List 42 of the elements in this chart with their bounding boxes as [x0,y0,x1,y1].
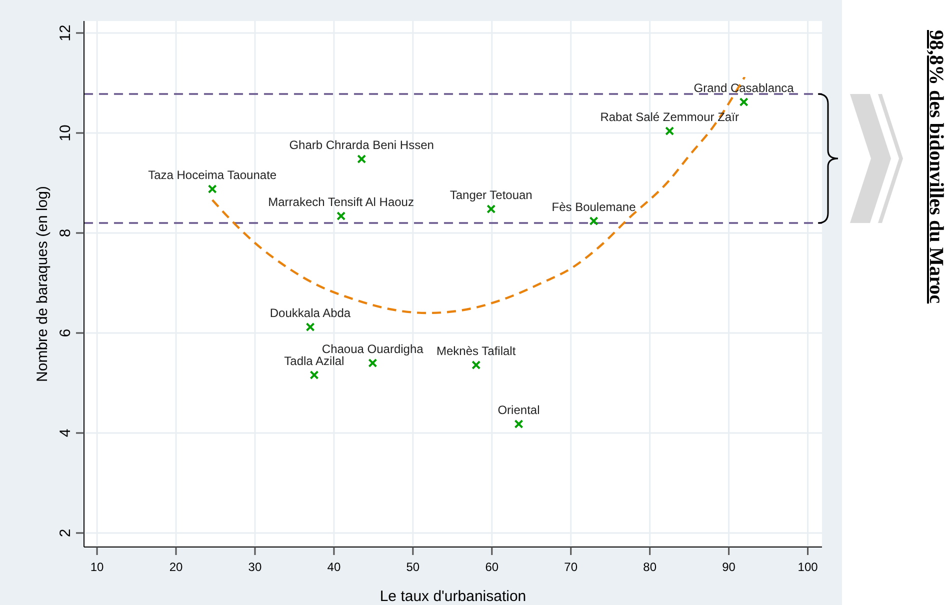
point [336,212,346,220]
annotation: Tadla Azilal [284,354,344,368]
x-tick-label: 80 [643,560,657,574]
y-tick-label: 10 [57,124,74,142]
point [514,420,524,428]
point [665,126,674,136]
y-axis-title: Nombre de baraques (en log) [34,186,51,382]
point [357,154,366,164]
annotation: Doukkala Abda [270,306,351,320]
y-tick-label: 8 [57,228,74,238]
point [208,184,217,194]
point [486,204,496,214]
annotation: Taza Hoceima Taounate [148,168,277,182]
y-tick-label: 2 [57,528,74,538]
y-tick-label: 6 [57,328,74,338]
x-tick-label: 100 [798,560,818,574]
x-tick-label: 50 [406,560,420,574]
x-tick-label: 20 [169,560,183,574]
annotation: Oriental [498,403,540,417]
text: 98,8% des bidonvilles du Maroc [925,30,947,304]
x-axis-title: Le taux d'urbanisation [380,588,526,605]
x-tick-label: 60 [485,560,499,574]
x-tick-label: 90 [722,560,736,574]
annotation: Meknès Tafilalt [436,344,516,358]
y-tick-label: 4 [57,428,74,438]
x-tick-label: 40 [327,560,341,574]
point [472,360,481,370]
x-tick-label: 70 [564,560,578,574]
x-tick-label: 30 [248,560,262,574]
annotation: Tanger Tetouan [450,188,532,202]
point [306,322,315,332]
annotation: Fès Boulemane [552,200,636,214]
x-tick-label: 10 [90,560,104,574]
annotation: Rabat Salé Zemmour Zaïr [600,110,739,124]
point [589,216,598,226]
point [368,358,378,368]
annotation: Chaoua Ouardigha [322,342,424,356]
point [310,370,319,380]
y-tick-label: 12 [57,24,74,42]
point [739,98,748,106]
annotation: Marrakech Tensift Al Haouz [268,195,414,209]
annotation: Gharb Chrarda Beni Hssen [289,138,434,152]
